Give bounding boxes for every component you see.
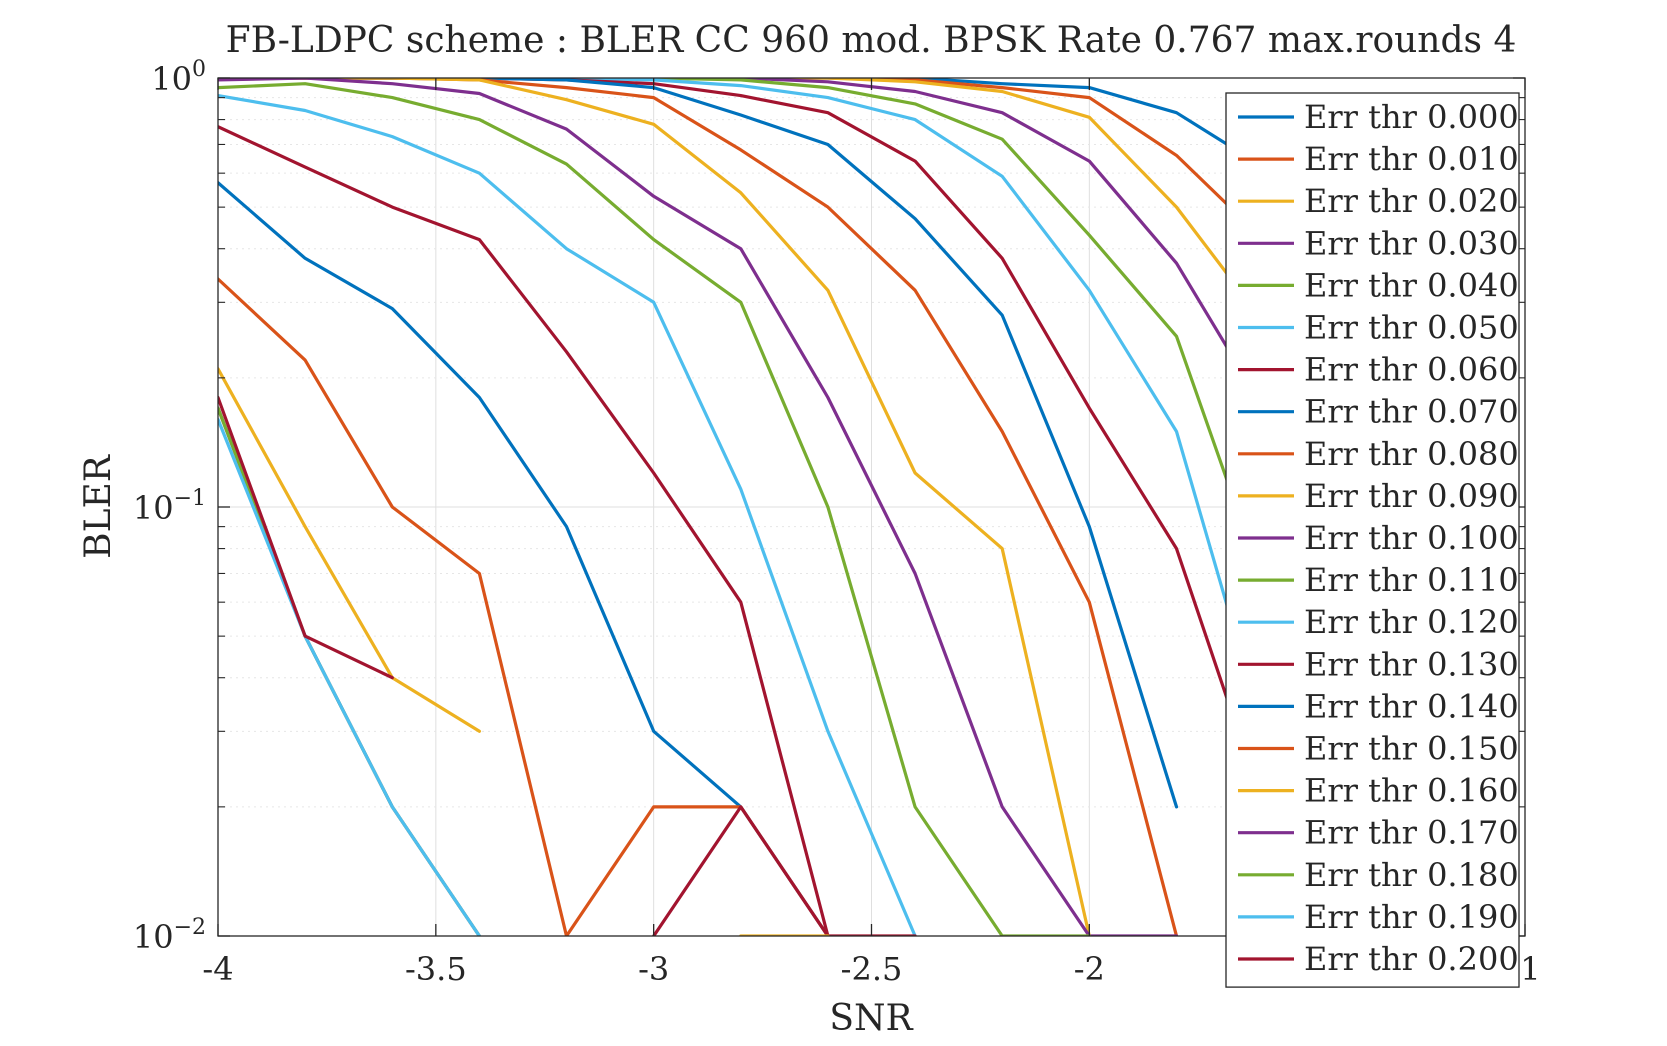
series-line-21 bbox=[652, 805, 830, 936]
series-line-6 bbox=[218, 78, 1266, 809]
series-line-8 bbox=[218, 78, 1179, 936]
y-axis-label: BLER bbox=[78, 454, 119, 559]
series-line-20 bbox=[218, 395, 394, 680]
legend-label-16: Err thr 0.160 bbox=[1304, 772, 1519, 810]
legend-label-1: Err thr 0.010 bbox=[1304, 140, 1519, 178]
series-line-15 bbox=[218, 277, 830, 936]
legend-label-2: Err thr 0.020 bbox=[1304, 182, 1519, 220]
legend-label-18: Err thr 0.180 bbox=[1304, 856, 1519, 894]
legend-label-8: Err thr 0.080 bbox=[1304, 435, 1519, 473]
series-line-19 bbox=[218, 417, 481, 936]
x-tick-label: -3.5 bbox=[405, 950, 467, 988]
series-line-13 bbox=[218, 125, 917, 936]
legend-label-7: Err thr 0.070 bbox=[1304, 393, 1519, 431]
series-line-1 bbox=[218, 78, 1266, 242]
series-line-3 bbox=[218, 78, 1266, 410]
series-line-10 bbox=[218, 78, 1179, 936]
legend-label-20: Err thr 0.200 bbox=[1304, 940, 1519, 978]
legend-label-10: Err thr 0.100 bbox=[1304, 519, 1519, 557]
x-tick-label: -2 bbox=[1074, 950, 1105, 988]
series-line-7 bbox=[218, 78, 1179, 809]
x-axis-label: SNR bbox=[829, 998, 913, 1039]
series-line-2 bbox=[218, 78, 1266, 324]
chart-title: FB-LDPC scheme : BLER CC 960 mod. BPSK R… bbox=[226, 20, 1517, 61]
legend-label-17: Err thr 0.170 bbox=[1304, 814, 1519, 852]
legend-label-19: Err thr 0.190 bbox=[1304, 898, 1519, 936]
series-line-9 bbox=[218, 78, 1091, 936]
y-tick-label: 10−1 bbox=[133, 486, 206, 527]
legend-label-4: Err thr 0.040 bbox=[1304, 266, 1519, 304]
series-line-4 bbox=[218, 78, 1266, 587]
legend-label-6: Err thr 0.060 bbox=[1304, 351, 1519, 389]
series-line-5 bbox=[218, 78, 1266, 733]
legend-label-11: Err thr 0.110 bbox=[1304, 561, 1519, 599]
x-tick-label: -4 bbox=[202, 950, 233, 988]
legend: Err thr 0.000 Err thr 0.010 Err thr 0.020 E… bbox=[1225, 92, 1520, 988]
legend-label-13: Err thr 0.130 bbox=[1304, 645, 1519, 683]
legend-label-12: Err thr 0.120 bbox=[1304, 603, 1519, 641]
y-tick-label: 10−2 bbox=[133, 915, 206, 956]
legend-label-0: Err thr 0.000 bbox=[1304, 98, 1519, 136]
series-line-12 bbox=[218, 93, 917, 936]
legend-label-5: Err thr 0.050 bbox=[1304, 309, 1519, 347]
legend-label-15: Err thr 0.150 bbox=[1304, 730, 1519, 768]
grid bbox=[217, 77, 1526, 937]
series-line-14 bbox=[218, 181, 830, 936]
legend-label-14: Err thr 0.140 bbox=[1304, 687, 1519, 725]
series-line-16 bbox=[218, 367, 481, 733]
legend-label-3: Err thr 0.030 bbox=[1304, 224, 1519, 262]
y-tick-label: 100 bbox=[151, 57, 206, 98]
series-line-11 bbox=[218, 82, 1091, 936]
x-tick-label: -2.5 bbox=[841, 950, 903, 988]
legend-label-9: Err thr 0.090 bbox=[1304, 477, 1519, 515]
x-tick-label: -3 bbox=[638, 950, 669, 988]
